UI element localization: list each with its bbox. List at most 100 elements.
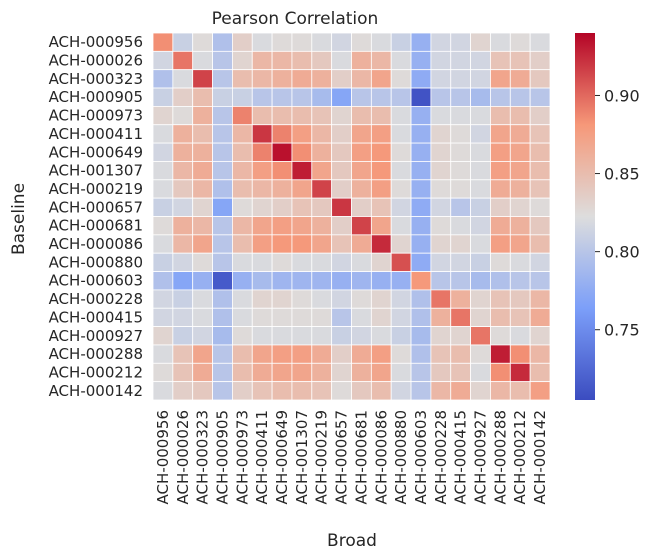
heatmap-cell xyxy=(172,234,194,254)
heatmap-cell xyxy=(291,326,313,346)
heatmap-cell xyxy=(291,362,313,383)
x-axis-label: Broad xyxy=(327,531,377,551)
heatmap-cell xyxy=(172,69,194,89)
heatmap-cell xyxy=(291,344,313,364)
heatmap-cell xyxy=(351,142,372,162)
heatmap-cell xyxy=(271,289,293,309)
heatmap-cell xyxy=(490,252,511,272)
heatmap-cell xyxy=(192,307,213,328)
heatmap-cell xyxy=(331,289,352,309)
heatmap-cell xyxy=(470,289,491,309)
heatmap-cell xyxy=(390,161,412,181)
heatmap-cell xyxy=(430,381,452,401)
heatmap-cell xyxy=(231,124,253,144)
heatmap-cell xyxy=(212,362,233,383)
heatmap-cell xyxy=(311,362,333,383)
heatmap-cell xyxy=(251,216,273,236)
x-tick-label: ACH-000657 xyxy=(333,410,351,504)
heatmap-cell xyxy=(172,362,194,383)
heatmap-cell xyxy=(450,106,472,126)
heatmap-cell xyxy=(509,50,531,71)
heatmap-cell xyxy=(152,50,174,71)
heatmap-cell xyxy=(390,142,412,162)
heatmap-cell xyxy=(311,216,333,236)
y-tick-label: ACH-000026 xyxy=(49,52,143,70)
heatmap-cell xyxy=(231,50,253,71)
heatmap-cell xyxy=(351,69,372,89)
heatmap-cell xyxy=(370,362,392,383)
heatmap-cell xyxy=(430,106,452,126)
heatmap-cell xyxy=(212,307,233,328)
heatmap-cell xyxy=(370,307,392,328)
heatmap-cell xyxy=(410,344,432,364)
heatmap-cell xyxy=(311,197,333,217)
heatmap-cell xyxy=(231,142,253,162)
heatmap-cell xyxy=(271,32,293,52)
heatmap-cell xyxy=(370,197,392,217)
heatmap-cell xyxy=(311,344,333,364)
heatmap-cell xyxy=(311,381,333,401)
heatmap-cell xyxy=(410,69,432,89)
x-tick-label: ACH-000603 xyxy=(412,410,430,504)
heatmap-cell xyxy=(331,216,352,236)
heatmap-cell xyxy=(410,216,432,236)
heatmap-cell xyxy=(529,362,551,383)
heatmap-cell xyxy=(410,142,432,162)
heatmap-cell xyxy=(331,234,352,254)
heatmap-cell xyxy=(410,271,432,291)
heatmap-cell xyxy=(311,179,333,199)
heatmap-cell xyxy=(251,344,273,364)
heatmap-cell xyxy=(291,197,313,217)
heatmap-cell xyxy=(251,307,273,328)
heatmap-cell xyxy=(152,142,174,162)
heatmap-cell xyxy=(331,161,352,181)
heatmap-cell xyxy=(390,124,412,144)
heatmap-cell xyxy=(192,381,213,401)
heatmap-cell xyxy=(450,381,472,401)
heatmap-cell xyxy=(351,381,372,401)
heatmap-cell xyxy=(231,307,253,328)
heatmap-cell xyxy=(529,381,551,401)
heatmap-cell xyxy=(370,216,392,236)
heatmap-cell xyxy=(450,216,472,236)
heatmap-cell xyxy=(529,216,551,236)
heatmap-cell xyxy=(212,289,233,309)
heatmap-cell xyxy=(529,87,551,107)
heatmap-cell xyxy=(291,142,313,162)
heatmap-cell xyxy=(390,271,412,291)
heatmap-cell xyxy=(370,381,392,401)
heatmap-cell xyxy=(529,124,551,144)
heatmap-cell xyxy=(251,289,273,309)
heatmap-cell xyxy=(331,142,352,162)
heatmap-cell xyxy=(370,161,392,181)
heatmap-cell xyxy=(470,271,491,291)
heatmap-cell xyxy=(251,234,273,254)
heatmap-cell xyxy=(351,252,372,272)
heatmap-cell xyxy=(509,69,531,89)
heatmap-cell xyxy=(311,50,333,71)
heatmap-cell xyxy=(192,32,213,52)
heatmap-cell xyxy=(490,50,511,71)
heatmap-cell xyxy=(430,142,452,162)
heatmap-cell xyxy=(311,87,333,107)
y-tick-label: ACH-000323 xyxy=(49,70,143,88)
heatmap-cell xyxy=(271,124,293,144)
heatmap-cell xyxy=(509,307,531,328)
x-tick-label: ACH-000228 xyxy=(432,410,450,504)
heatmap-cell xyxy=(212,197,233,217)
heatmap-cell xyxy=(370,50,392,71)
heatmap-cell xyxy=(509,197,531,217)
heatmap-cell xyxy=(331,179,352,199)
heatmap-cell xyxy=(271,344,293,364)
heatmap-cell xyxy=(390,179,412,199)
heatmap-cell xyxy=(410,234,432,254)
heatmap-cell xyxy=(251,381,273,401)
heatmap-cell xyxy=(291,307,313,328)
chart-title: Pearson Correlation xyxy=(212,9,379,29)
heatmap-cell xyxy=(351,307,372,328)
heatmap-cell xyxy=(331,124,352,144)
heatmap-cell xyxy=(192,87,213,107)
heatmap-cell xyxy=(192,216,213,236)
heatmap-cell xyxy=(470,197,491,217)
heatmap-cell xyxy=(192,197,213,217)
